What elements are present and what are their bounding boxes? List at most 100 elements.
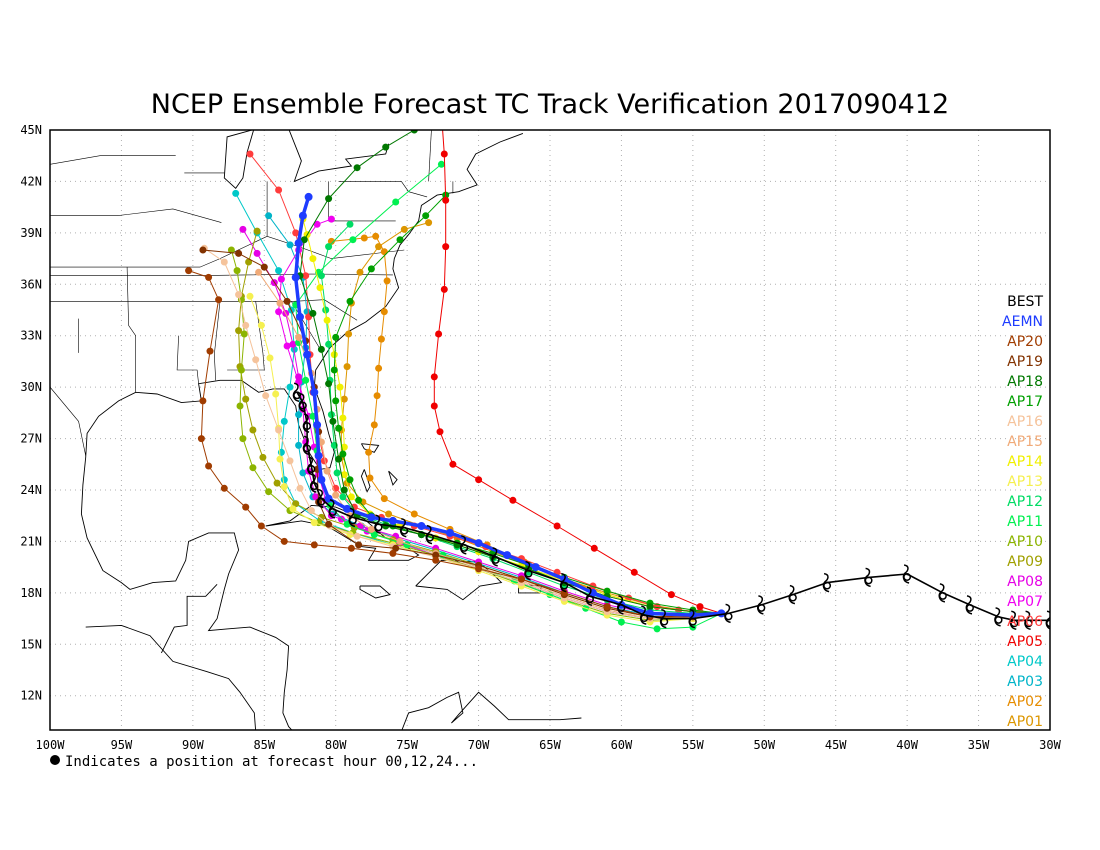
track-point: [324, 494, 333, 503]
track-point: [289, 505, 297, 513]
track-point: [377, 335, 385, 343]
track-point: [300, 236, 308, 244]
lat-tick-label: 15N: [20, 637, 42, 651]
coastline: [80, 132, 582, 730]
track-point: [340, 395, 348, 403]
track-point: [277, 275, 285, 283]
track-point: [265, 488, 273, 496]
hurricane-symbol-icon: [292, 382, 302, 403]
hurricane-symbol-icon: [309, 473, 319, 493]
track-point: [343, 504, 352, 513]
state-border: [176, 335, 199, 384]
legend-entry: BEST: [1007, 294, 1043, 310]
track-point: [232, 189, 240, 197]
track-point: [252, 356, 260, 364]
track-point: [299, 469, 307, 477]
hurricane-symbol-icon: [374, 514, 383, 535]
hurricane-symbol-icon: [491, 547, 500, 567]
track-point: [382, 143, 390, 151]
chart-title: NCEP Ensemble Forecast TC Track Verifica…: [151, 89, 949, 120]
track-point: [273, 479, 281, 487]
track-point: [313, 220, 321, 228]
track-point: [322, 306, 330, 314]
track-point: [589, 582, 597, 590]
track-line: [331, 235, 722, 614]
lon-tick-label: 35W: [968, 738, 990, 752]
track-point: [295, 333, 303, 341]
hurricane-symbol-icon: [724, 603, 733, 624]
hurricane-symbol-icon: [994, 607, 1003, 627]
track-point: [313, 420, 322, 429]
track-point: [330, 351, 338, 359]
track-point: [317, 475, 326, 484]
track-point: [646, 603, 654, 611]
track-point: [242, 503, 250, 511]
track-point: [280, 483, 288, 491]
track-point: [302, 376, 310, 384]
track-point: [292, 500, 300, 508]
lon-tick-label: 40W: [896, 738, 918, 752]
state-border: [213, 301, 221, 381]
coastline: [361, 443, 380, 453]
lat-tick-label: 42N: [20, 174, 42, 188]
track-point: [283, 342, 291, 350]
legend: BEST AEMN AP20 AP19 AP18 AP17 AP16 AP15 AP14 AP13…: [1002, 294, 1043, 730]
track-point: [237, 366, 245, 374]
track-point: [432, 556, 440, 564]
hurricane-symbol-icon: [317, 488, 326, 509]
track-point: [329, 417, 337, 425]
track-point: [294, 239, 303, 248]
track-point: [531, 563, 540, 572]
track-point: [475, 476, 483, 484]
track-point: [440, 285, 448, 293]
legend-entry: AP08: [1007, 574, 1043, 590]
track-point: [343, 520, 351, 528]
track-point: [367, 513, 376, 522]
track-point: [295, 373, 303, 381]
track-point: [309, 309, 317, 317]
track-point: [291, 273, 300, 282]
track-point: [630, 568, 638, 576]
track-point: [275, 308, 283, 316]
track-point: [392, 544, 400, 552]
track-point: [220, 258, 228, 266]
track-point: [298, 211, 307, 220]
lat-tick-label: 18N: [20, 586, 42, 600]
lat-lon-grid: [50, 130, 1050, 730]
track-point: [309, 255, 317, 263]
track-point: [280, 417, 288, 425]
legend-entry: AP11: [1007, 514, 1043, 530]
track-point: [417, 522, 426, 530]
track-point: [366, 474, 374, 482]
track-point: [370, 421, 378, 429]
track-point: [323, 467, 331, 475]
track-point: [430, 373, 438, 381]
track-point: [235, 291, 243, 299]
track-point: [437, 160, 445, 168]
track-point: [410, 130, 418, 134]
legend-entry: AP07: [1007, 594, 1043, 610]
hurricane-symbol-icon: [639, 605, 649, 625]
hurricane-symbol-icon: [938, 583, 947, 603]
legend-entry: AP19: [1007, 354, 1043, 370]
lon-tick-label: 60W: [611, 738, 633, 752]
track-point: [355, 541, 363, 549]
track-point: [373, 392, 381, 400]
track-point: [339, 493, 347, 501]
track-point: [295, 411, 303, 419]
track-point: [317, 345, 325, 353]
state-border: [428, 130, 432, 182]
track-point: [266, 354, 274, 362]
track-point: [296, 312, 304, 321]
legend-entry: AP20: [1007, 334, 1043, 350]
track-point: [353, 164, 361, 172]
track-point: [435, 67, 442, 74]
track-point: [289, 340, 297, 348]
track-point: [346, 297, 354, 305]
track-point: [310, 388, 319, 397]
track-point: [442, 196, 450, 204]
track-point: [239, 435, 247, 443]
lon-tick-label: 45W: [825, 738, 847, 752]
lon-tick-label: 85W: [253, 738, 275, 752]
track-point: [340, 486, 348, 494]
